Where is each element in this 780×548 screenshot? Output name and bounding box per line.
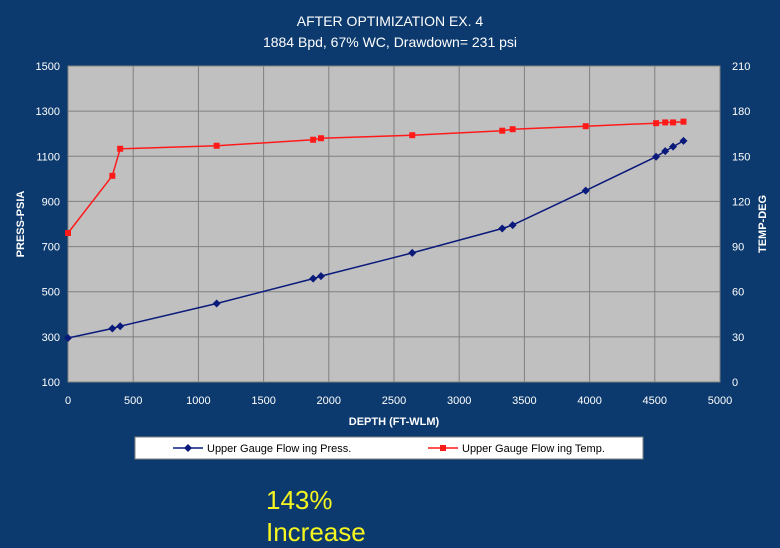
press-data-point: [408, 248, 417, 257]
y2-tick-label: 150: [732, 151, 750, 163]
y2-tick-label: 210: [732, 61, 750, 73]
legend: [134, 436, 644, 460]
temp-data-point: [582, 123, 589, 130]
x-tick-label: 0: [65, 395, 71, 407]
increase-annotation: 143% Increase: [266, 484, 366, 548]
x-tick-label: 5000: [708, 395, 732, 407]
y-tick-label: 300: [42, 332, 60, 344]
chart-subtitle: 1884 Bpd, 67% WC, Drawdown= 231 psi: [263, 34, 517, 50]
legend-item-temp: Upper Gauge Flow ing Temp.: [428, 443, 605, 455]
x-tick-label: 1000: [186, 395, 210, 407]
temp-data-point: [653, 120, 660, 127]
temp-data-point: [499, 127, 506, 134]
temp-data-point: [65, 230, 71, 237]
press-data-point: [212, 299, 221, 308]
press-data-point: [652, 152, 661, 161]
y-tick-label: 1500: [36, 61, 60, 73]
legend-label-temp: Upper Gauge Flow ing Temp.: [462, 443, 605, 455]
x-tick-label: 4500: [643, 395, 667, 407]
legend-item-press: Upper Gauge Flow ing Press.: [173, 443, 351, 455]
temp-data-point: [213, 142, 220, 149]
annotation-percent: 143%: [266, 485, 333, 515]
y-tick-label: 1300: [36, 106, 60, 118]
y2-tick-label: 90: [732, 242, 744, 254]
legend-marker-press: [184, 444, 192, 452]
x-tick-label: 2500: [382, 395, 406, 407]
grid: [68, 66, 720, 382]
press-data-point: [498, 224, 507, 233]
x-tick-label: 3500: [512, 395, 536, 407]
y-tick-label: 700: [42, 242, 60, 254]
press-data-point: [508, 221, 517, 230]
annotation-text: Increase: [266, 517, 366, 547]
x-tick-label: 4000: [577, 395, 601, 407]
press-data-point: [661, 147, 670, 156]
temp-data-point: [509, 126, 516, 133]
y2-tick-label: 30: [732, 332, 744, 344]
tick-labels: 0 500 1000 1500 2000 2500 3000 3500 4000 4500 5000…: [36, 61, 751, 407]
x-tick-label: 500: [124, 395, 142, 407]
y2-tick-label: 60: [732, 287, 744, 299]
press-data-point: [669, 142, 678, 151]
chart-title: AFTER OPTIMIZATION EX. 4: [297, 13, 484, 29]
x-tick-label: 3000: [447, 395, 471, 407]
y2-tick-label: 0: [732, 377, 738, 389]
y-tick-label: 900: [42, 196, 60, 208]
legend-marker-temp: [440, 445, 446, 451]
press-data-point: [108, 324, 117, 333]
x-tick-label: 1500: [251, 395, 275, 407]
press-data-point: [309, 274, 318, 283]
temp-data-point: [310, 136, 317, 143]
press-data-point: [581, 186, 590, 195]
temp-data-point: [409, 132, 416, 139]
press-data-point: [64, 333, 72, 342]
y-tick-label: 500: [42, 287, 60, 299]
y-tick-label: 100: [42, 377, 60, 389]
y2-tick-label: 120: [732, 196, 750, 208]
x-tick-label: 2000: [317, 395, 341, 407]
press-data-point: [679, 136, 688, 145]
y-tick-label: 1100: [36, 151, 60, 163]
temp-data-point: [680, 118, 687, 125]
press-data-point: [116, 322, 125, 331]
temp-data-point: [670, 119, 677, 126]
y2-axis-label: TEMP-DEG: [757, 195, 769, 253]
temp-data-point: [317, 135, 324, 142]
temp-data-point: [117, 145, 124, 152]
legend-label-press: Upper Gauge Flow ing Press.: [207, 443, 351, 455]
temp-data-point: [662, 119, 669, 126]
series: [64, 118, 688, 342]
y2-tick-label: 180: [732, 106, 750, 118]
y-axis-label: PRESS-PSIA: [15, 191, 27, 258]
x-axis-label: DEPTH (FT-WLM): [349, 416, 440, 428]
press-data-point: [316, 272, 325, 281]
temp-data-point: [109, 172, 116, 179]
